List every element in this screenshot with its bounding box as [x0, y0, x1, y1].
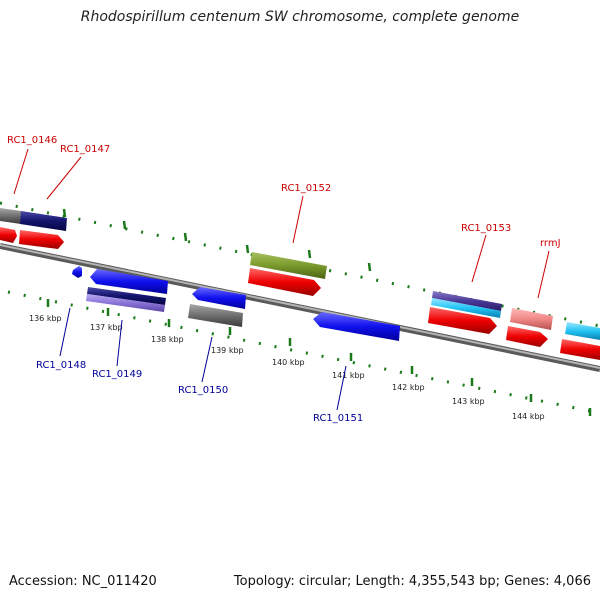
gene-label-rc1-0153: RC1_0153 — [461, 223, 511, 234]
gene-arrow — [248, 268, 321, 296]
scale-label: 136 kbp — [29, 314, 62, 323]
scale-label: 139 kbp — [211, 346, 244, 355]
gene-block — [86, 294, 165, 312]
gene-block — [250, 252, 327, 279]
gene-block — [20, 211, 67, 231]
gene-label-rc1-0147: RC1_0147 — [60, 144, 110, 155]
gene-label-rrmj: rrmJ — [540, 238, 561, 249]
gene-label-rc1-0148: RC1_0148 — [36, 360, 86, 371]
gene-labels: RC1_0146 RC1_0147 RC1_0152 RC1_0153 rrmJ… — [7, 135, 561, 424]
gene-arrow — [506, 326, 548, 347]
backbone — [0, 243, 600, 372]
major-ticks-bottom — [46, 299, 592, 416]
gene-block — [431, 298, 501, 318]
accession-label: Accession: NC_011420 — [9, 574, 157, 589]
gene-arrow — [192, 287, 246, 309]
scale-labels: 136 kbp 137 kbp 138 kbp 139 kbp 140 kbp … — [29, 314, 545, 421]
gene-label-rc1-0150: RC1_0150 — [178, 385, 228, 396]
gene-block — [565, 322, 600, 340]
major-ticks-top — [62, 208, 372, 272]
scale-label: 141 kbp — [332, 371, 365, 380]
scale-label: 144 kbp — [512, 412, 545, 421]
scale-label: 142 kbp — [392, 383, 425, 392]
gene-arrow — [0, 227, 17, 243]
scale-label: 143 kbp — [452, 397, 485, 406]
gene-block — [432, 291, 502, 311]
scale-label: 137 kbp — [90, 323, 123, 332]
scale-label: 140 kbp — [272, 358, 305, 367]
gene-arrow — [560, 339, 600, 360]
gene-arrow — [19, 230, 64, 249]
gene-label-rc1-0149: RC1_0149 — [92, 369, 142, 380]
gene-block — [510, 308, 553, 330]
genome-summary: Topology: circular; Length: 4,355,543 bp… — [233, 574, 591, 589]
gene-label-rc1-0152: RC1_0152 — [281, 183, 331, 194]
gene-label-rc1-0146: RC1_0146 — [7, 135, 57, 146]
gene-arrow — [72, 266, 82, 278]
gene-arrow — [313, 312, 400, 341]
gene-label-rc1-0151: RC1_0151 — [313, 413, 363, 424]
gene-block — [87, 287, 166, 305]
gene-block — [0, 208, 21, 224]
gene-features — [0, 208, 600, 360]
scale-label: 138 kbp — [151, 335, 184, 344]
gene-arrow — [428, 307, 497, 334]
map-title: Rhodospirillum centenum SW chromosome, c… — [80, 9, 520, 25]
label-leaders — [13, 148, 550, 411]
gene-block — [188, 304, 243, 327]
gene-arrow — [90, 269, 168, 294]
